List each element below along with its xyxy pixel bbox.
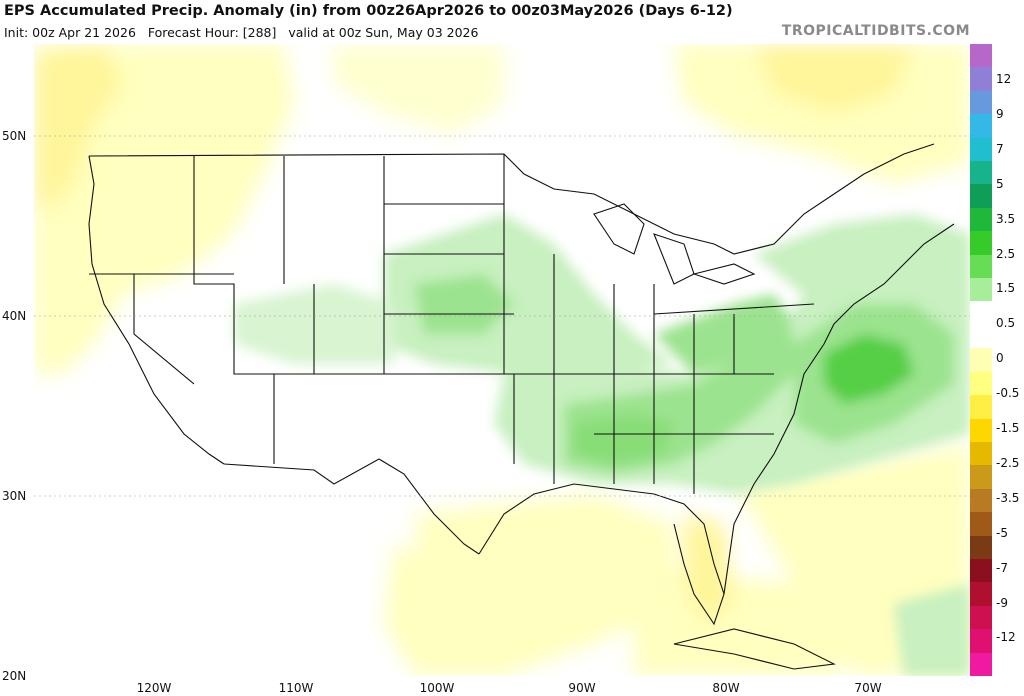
us-canada-border [88, 143, 935, 255]
colorbar-segment [970, 137, 992, 162]
colorbar-segment [970, 582, 992, 607]
colorbar-label: 9 [996, 106, 1004, 121]
colorbar-segment [970, 418, 992, 443]
colorbar-segment [970, 488, 992, 513]
valid-time: valid at 00z Sun, May 03 2026 [288, 25, 479, 40]
lat-label-50n: 50N [2, 129, 27, 143]
colorbar-segment [970, 161, 992, 185]
colorbar-label: -5 [996, 525, 1008, 540]
west-coast [88, 155, 225, 465]
brand-watermark: TROPICALTIDBITS.COM [781, 23, 970, 39]
colorbar-label: 5 [996, 176, 1004, 191]
graticule [34, 135, 970, 497]
lat-label-40n: 40N [2, 309, 27, 323]
colorbar-segment [970, 207, 992, 232]
colorbar-label: -12 [996, 630, 1016, 645]
dry-north-central [334, 44, 504, 134]
dry-northwest [34, 44, 294, 374]
dry-northeast-core [754, 44, 914, 114]
east-coast [723, 223, 955, 595]
init-time: Init: 00z Apr 21 2026 [4, 25, 136, 40]
colorbar-segment [970, 231, 992, 256]
colorbar-segment [970, 558, 992, 583]
state-lines-west [89, 156, 404, 464]
precip-anomaly-map [34, 44, 970, 676]
lon-label-120w: 120W [136, 681, 172, 695]
lon-label-100w: 100W [419, 681, 455, 695]
dry-florida [684, 514, 734, 624]
great-lakes [593, 203, 756, 285]
colorbar-segment [970, 395, 992, 420]
colorbar-segment [970, 441, 992, 466]
colorbar-segment [970, 184, 992, 209]
colorbar-segment [970, 465, 992, 490]
lat-label-20n: 20N [2, 669, 27, 683]
colorbar-segment [970, 44, 992, 68]
wet-ohio-valley [654, 294, 794, 374]
dry-gulf [414, 494, 674, 676]
colorbar-segment [970, 371, 992, 396]
colorbar-label: 0 [996, 351, 1004, 366]
cuba [673, 628, 836, 670]
colorbar-segment [970, 67, 992, 92]
colorbar-label: 7 [996, 141, 1004, 156]
colorbar-segment [970, 535, 992, 560]
lon-label-110w: 110W [278, 681, 314, 695]
colorbar-segment [970, 629, 992, 654]
us-mexico-border [223, 458, 480, 555]
colorbar-label: 12 [996, 72, 1012, 86]
dry-northwest-core [34, 44, 124, 214]
colorbar-segment [970, 324, 992, 349]
colorbar-segment [970, 652, 992, 677]
colorbar-label: 3.5 [996, 211, 1016, 226]
wet-northeast [754, 214, 970, 304]
colorbar-segment [970, 512, 992, 537]
map-canvas [34, 44, 970, 676]
gulf-coast [478, 483, 725, 626]
colorbar-label: -0.5 [996, 386, 1020, 401]
colorbar [970, 44, 992, 677]
wet-gulfcoast-core [574, 414, 674, 464]
lon-label-70w: 70W [854, 681, 882, 695]
colorbar-segment [970, 605, 992, 630]
dry-mexico-coast [384, 544, 464, 676]
colorbar-label: 2.5 [996, 246, 1016, 261]
forecast-hour: Forecast Hour: [288] [147, 25, 277, 40]
wet-atlantic-core [824, 334, 914, 404]
state-lines-central [384, 154, 515, 464]
colorbar-segment [970, 254, 992, 279]
colorbar-segment [970, 348, 992, 373]
colorbar-label: -3.5 [996, 490, 1020, 505]
colorbar-label: 0.5 [996, 316, 1016, 331]
colorbar-label: -1.5 [996, 421, 1020, 435]
colorbar-label: -9 [996, 595, 1008, 610]
map-title: EPS Accumulated Precip. Anomaly (in) fro… [4, 3, 733, 19]
wet-central-plains-core [414, 274, 514, 334]
colorbar-segment [970, 278, 992, 302]
state-lines-east [514, 254, 815, 494]
lon-label-80w: 80W [712, 681, 740, 695]
wet-florida-keys [894, 584, 970, 676]
colorbar-label: 1.5 [996, 281, 1016, 296]
colorbar-label: -2.5 [996, 455, 1020, 470]
lon-label-90w: 90W [568, 681, 596, 695]
geographic-boundaries [88, 143, 955, 670]
map-subtitle: Init: 00z Apr 21 2026 Forecast Hour: [28… [4, 25, 478, 40]
colorbar-segment [970, 90, 992, 115]
colorbar-segment [970, 301, 992, 326]
colorbar-label: -7 [996, 560, 1008, 575]
lat-label-30n: 30N [2, 489, 27, 503]
colorbar-segment [970, 114, 992, 139]
